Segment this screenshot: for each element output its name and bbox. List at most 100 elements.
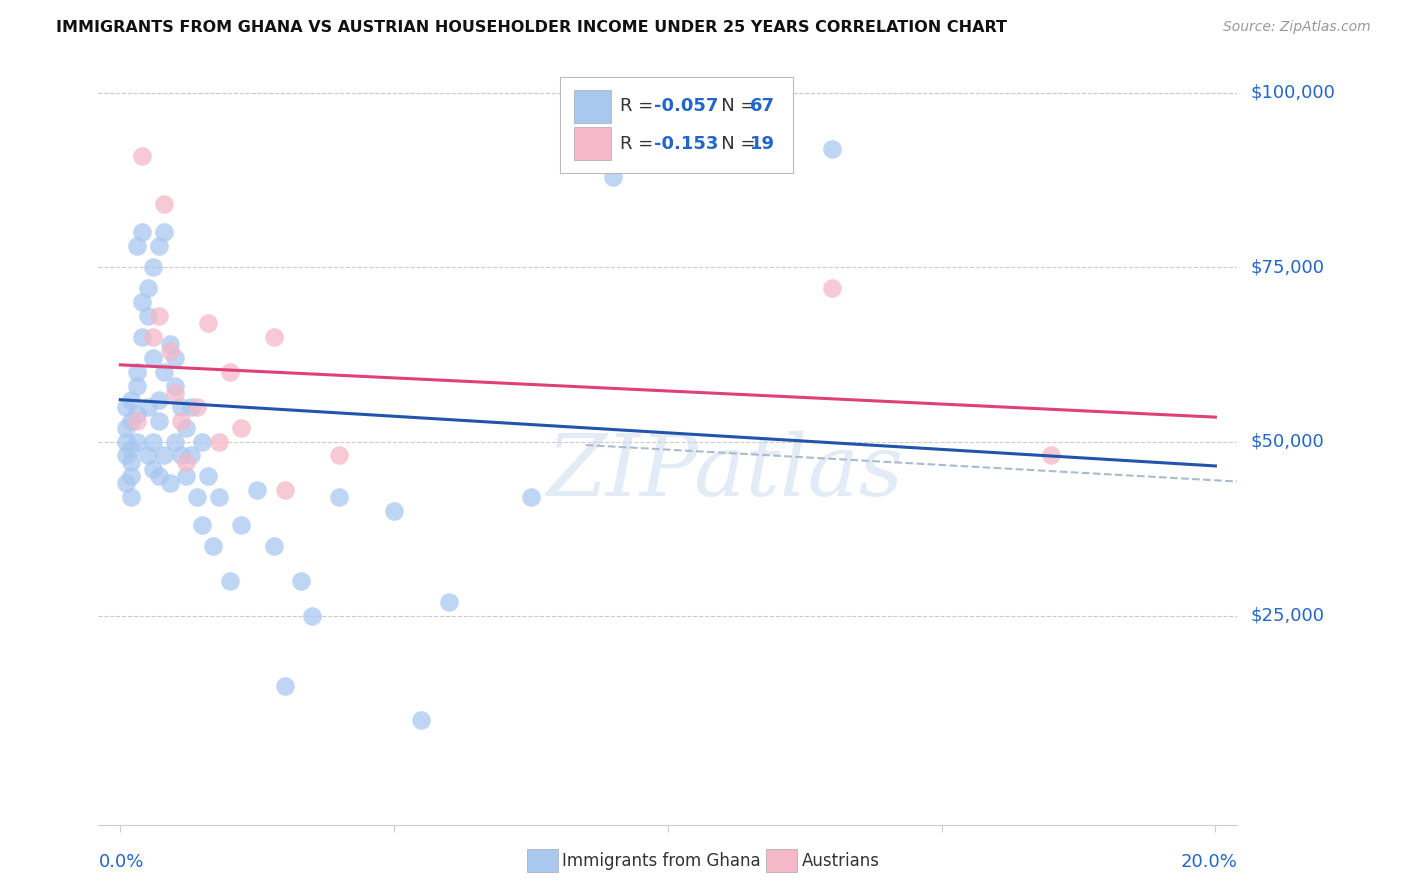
Point	[125, 434, 148, 449]
Text: R =: R =	[620, 135, 659, 153]
Point	[208, 434, 231, 449]
Point	[148, 309, 170, 323]
Point	[1040, 449, 1063, 463]
Point	[218, 574, 240, 588]
Text: $100,000: $100,000	[1251, 84, 1336, 102]
Point	[153, 225, 176, 239]
Text: Austrians: Austrians	[801, 852, 879, 870]
Point	[191, 518, 214, 533]
Point	[120, 442, 142, 456]
Point	[159, 337, 181, 351]
Point	[148, 469, 170, 483]
Point	[142, 260, 165, 275]
Point	[131, 330, 153, 344]
Point	[142, 330, 165, 344]
Point	[218, 365, 240, 379]
Point	[437, 595, 460, 609]
Point	[202, 539, 225, 553]
Text: N =: N =	[704, 135, 762, 153]
Point	[301, 608, 323, 623]
Point	[153, 197, 176, 211]
Point	[114, 449, 136, 463]
Point	[120, 469, 142, 483]
Text: 67: 67	[749, 97, 775, 115]
Point	[821, 142, 844, 156]
Point	[191, 434, 214, 449]
Point	[174, 455, 197, 469]
Point	[159, 476, 181, 491]
Point	[180, 449, 202, 463]
Text: 20.0%: 20.0%	[1181, 853, 1237, 871]
Point	[120, 455, 142, 469]
Point	[165, 351, 187, 365]
Text: R =: R =	[620, 97, 659, 115]
Text: -0.153: -0.153	[654, 135, 718, 153]
FancyBboxPatch shape	[575, 90, 610, 123]
Point	[738, 128, 761, 142]
Point	[159, 343, 181, 358]
Text: $25,000: $25,000	[1251, 607, 1324, 625]
Text: $75,000: $75,000	[1251, 258, 1324, 277]
Point	[186, 491, 208, 505]
Point	[136, 309, 159, 323]
Text: Immigrants from Ghana: Immigrants from Ghana	[562, 852, 761, 870]
Point	[136, 400, 159, 414]
Point	[125, 365, 148, 379]
Point	[382, 504, 405, 518]
Point	[197, 469, 219, 483]
Point	[142, 462, 165, 476]
Point	[174, 420, 197, 434]
Text: -0.057: -0.057	[654, 97, 718, 115]
Point	[148, 392, 170, 407]
Point	[263, 539, 285, 553]
Point	[273, 679, 295, 693]
Point	[125, 407, 148, 421]
Point	[131, 295, 153, 310]
Point	[131, 148, 153, 162]
Point	[165, 378, 187, 392]
Point	[114, 476, 136, 491]
Text: $50,000: $50,000	[1251, 433, 1324, 450]
Point	[148, 239, 170, 253]
Point	[165, 385, 187, 400]
Point	[229, 420, 252, 434]
Point	[246, 483, 269, 498]
Point	[142, 434, 165, 449]
Text: 0.0%: 0.0%	[98, 853, 143, 871]
Point	[186, 400, 208, 414]
Text: 19: 19	[749, 135, 775, 153]
Point	[263, 330, 285, 344]
Point	[120, 392, 142, 407]
Point	[208, 491, 231, 505]
Point	[520, 491, 543, 505]
Point	[180, 400, 202, 414]
Point	[328, 449, 350, 463]
Point	[120, 491, 142, 505]
Point	[165, 434, 187, 449]
Point	[125, 378, 148, 392]
Point	[131, 225, 153, 239]
Point	[125, 414, 148, 428]
FancyBboxPatch shape	[560, 77, 793, 173]
Text: IMMIGRANTS FROM GHANA VS AUSTRIAN HOUSEHOLDER INCOME UNDER 25 YEARS CORRELATION : IMMIGRANTS FROM GHANA VS AUSTRIAN HOUSEH…	[56, 20, 1007, 35]
Point	[197, 316, 219, 330]
Point	[229, 518, 252, 533]
FancyBboxPatch shape	[575, 127, 610, 160]
Point	[174, 469, 197, 483]
Text: ZIPatlas: ZIPatlas	[546, 431, 904, 514]
Point	[169, 449, 191, 463]
Text: Source: ZipAtlas.com: Source: ZipAtlas.com	[1223, 20, 1371, 34]
Text: N =: N =	[704, 97, 762, 115]
Point	[142, 351, 165, 365]
Point	[114, 420, 136, 434]
Point	[411, 714, 433, 728]
Point	[114, 434, 136, 449]
Point	[136, 281, 159, 295]
Point	[114, 400, 136, 414]
Point	[120, 414, 142, 428]
Point	[148, 414, 170, 428]
Point	[290, 574, 312, 588]
Point	[821, 281, 844, 295]
Point	[169, 400, 191, 414]
Point	[136, 449, 159, 463]
